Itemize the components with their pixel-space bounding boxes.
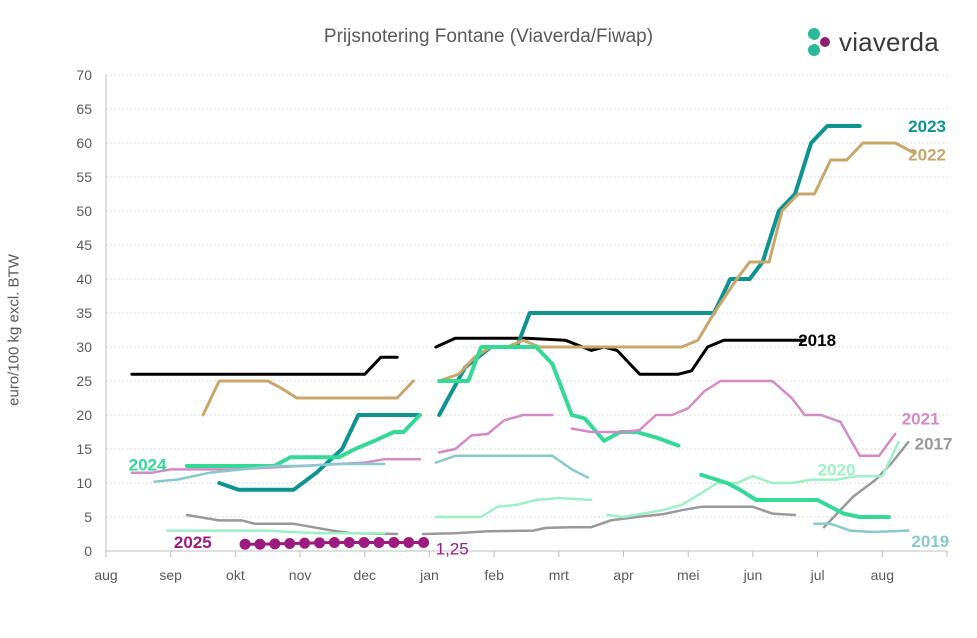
- series-label-2018: 2018: [798, 331, 836, 350]
- y-tick-label-10: 10: [76, 475, 92, 491]
- x-tick-label-mei: mei: [677, 567, 700, 583]
- y-tick-label-5: 5: [84, 509, 92, 525]
- series-label-2021: 2021: [902, 409, 940, 428]
- y-tick-label-35: 35: [76, 305, 92, 321]
- logo-text: viaverda: [839, 26, 939, 57]
- x-tick-label-jun: jun: [743, 567, 763, 583]
- x-tick-label-nov: nov: [289, 567, 312, 583]
- chart-title: Prijsnotering Fontane (Viaverda/Fiwap): [323, 26, 654, 47]
- data-point-2025-5: [313, 537, 325, 549]
- y-tick-label-60: 60: [76, 135, 92, 151]
- x-tick-label-apr: apr: [613, 567, 634, 583]
- series-line-2019-seg-0: [153, 462, 386, 483]
- series-lines: [130, 124, 917, 550]
- series-line-2024-seg-0: [184, 413, 422, 468]
- x-tick-label-feb: feb: [484, 567, 504, 583]
- x-tick-label-dec: dec: [353, 567, 376, 583]
- series-line-2022-seg-0: [201, 379, 415, 417]
- x-tick-label-aug: aug: [871, 567, 894, 583]
- x-tick-label-sep: sep: [159, 567, 182, 583]
- series-line-2017-seg-1: [421, 505, 797, 536]
- series-line-2019-seg-1: [434, 454, 590, 479]
- end-value-label-2025: 1,25: [436, 540, 469, 559]
- x-tick-label-aug: aug: [94, 567, 117, 583]
- series-label-2020: 2020: [818, 460, 856, 479]
- y-tick-label-30: 30: [76, 339, 92, 355]
- y-tick-label-65: 65: [76, 101, 92, 117]
- x-tick-label-okt: okt: [226, 567, 245, 583]
- data-point-2025-2: [269, 538, 281, 550]
- y-tick-label-25: 25: [76, 373, 92, 389]
- series-line-2017b-seg-0: [822, 440, 910, 529]
- viaverda-logo: viaverda: [803, 22, 939, 62]
- series-label-2023: 2023: [908, 117, 946, 136]
- data-point-2025-4: [299, 537, 311, 549]
- gridlines: [106, 74, 947, 518]
- data-point-2025-7: [343, 537, 355, 548]
- y-tick-label-15: 15: [76, 441, 92, 457]
- data-point-2025-0: [239, 538, 251, 550]
- series-line-2020-seg-0: [166, 529, 386, 535]
- series-label-2024: 2024: [129, 456, 167, 475]
- data-point-2025-1: [254, 538, 266, 550]
- data-point-2025-3: [284, 538, 296, 550]
- series-line-2023-seg-0: [217, 413, 422, 492]
- x-tick-label-jan: jan: [419, 567, 439, 583]
- series-line-2024b-seg-0: [699, 472, 891, 519]
- y-tick-label-45: 45: [76, 237, 92, 253]
- y-tick-label-55: 55: [76, 169, 92, 185]
- series-label-2022: 2022: [908, 146, 946, 165]
- y-tick-label-50: 50: [76, 203, 92, 219]
- data-point-2025-9: [373, 537, 385, 548]
- data-point-2025-6: [328, 537, 340, 548]
- series-line-2020-seg-2: [606, 440, 900, 519]
- series-line-2018-seg-1: [434, 336, 807, 376]
- series-line-2023-seg-1: [437, 124, 862, 417]
- y-tick-label-20: 20: [76, 407, 92, 423]
- series-line-2020-seg-1: [434, 496, 593, 519]
- data-point-2025-10: [388, 537, 400, 548]
- series-line-2024-seg-1: [437, 345, 681, 448]
- viaverda-logo-icon: [806, 28, 830, 56]
- x-tick-label-mrt: mrt: [549, 567, 569, 583]
- series-line-2019-seg-2: [813, 522, 910, 534]
- series-label-2025: 2025: [174, 533, 212, 552]
- data-point-2025-12: [418, 537, 430, 548]
- series-line-2021-seg-2: [570, 379, 897, 458]
- series-labels: 2018 2023 2022 2024 2025 1,25 2021 2017 2019 2020: [129, 117, 953, 559]
- data-point-2025-11: [403, 537, 415, 548]
- series-label-2017: 2017: [915, 435, 953, 454]
- x-tick-label-jul: jul: [810, 567, 825, 583]
- y-tick-label-40: 40: [76, 271, 92, 287]
- y-tick-label-0: 0: [84, 543, 92, 559]
- data-point-2025-8: [358, 537, 370, 548]
- y-tick-label-70: 70: [76, 67, 92, 83]
- series-line-2018-seg-0: [130, 355, 399, 376]
- series-line-2021-seg-1: [437, 413, 554, 454]
- series-label-2019: 2019: [911, 532, 949, 551]
